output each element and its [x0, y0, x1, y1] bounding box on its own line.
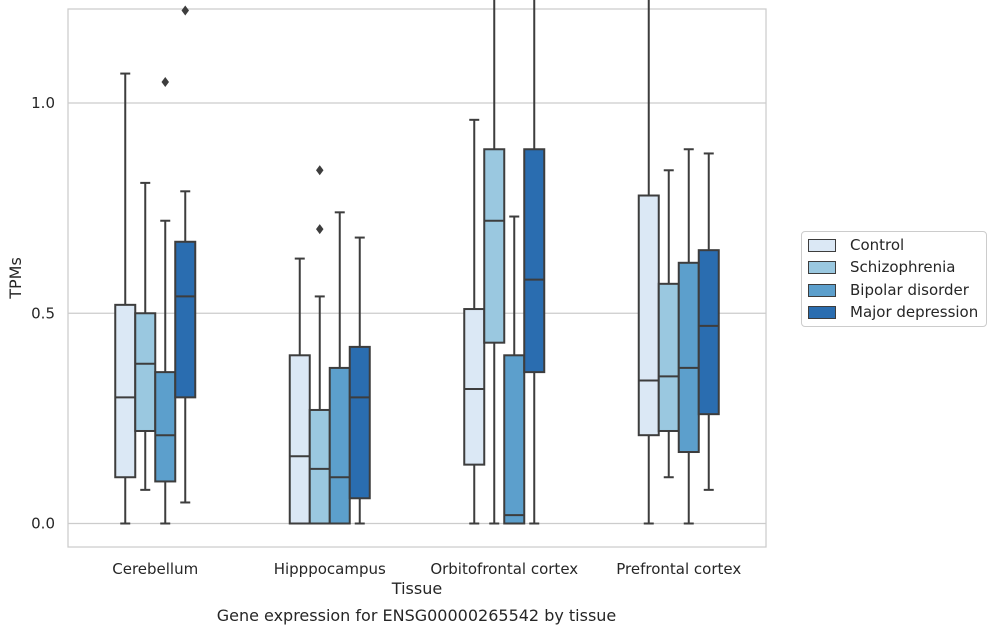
box-schizophrenia-3	[657, 169, 680, 479]
box-bipolar-disorder-2	[503, 215, 526, 525]
legend: Control Schizophrenia Bipolar disorder M…	[801, 231, 987, 327]
box-major-depression-3	[697, 152, 720, 491]
box-control-1	[288, 257, 311, 525]
box-body	[174, 240, 197, 399]
box-schizophrenia-2	[483, 0, 506, 525]
box-control-2	[463, 118, 486, 525]
box-control-3	[637, 0, 660, 525]
box-major-depression-1	[348, 236, 371, 525]
box-body	[697, 249, 720, 416]
box-body	[657, 282, 680, 432]
x-tick-label: Prefrontal cortex	[616, 560, 741, 578]
box-schizophrenia-1	[308, 165, 331, 525]
legend-label-schizophrenia: Schizophrenia	[850, 258, 956, 276]
box-schizophrenia-0	[134, 181, 157, 491]
box-body	[154, 371, 177, 483]
box-body	[308, 408, 331, 525]
box-major-depression-2	[523, 0, 546, 525]
box-bipolar-disorder-1	[328, 211, 351, 525]
box-body	[134, 312, 157, 432]
legend-swatch-control	[808, 238, 836, 252]
legend-swatch-major-depression	[808, 305, 836, 319]
x-tick-label: Cerebellum	[112, 560, 198, 578]
outlier-point	[316, 165, 324, 176]
y-tick-label: 1.0	[31, 94, 55, 112]
y-axis-label: TPMs	[6, 257, 25, 300]
box-body	[348, 345, 371, 500]
legend-item-schizophrenia: Schizophrenia	[808, 257, 955, 277]
boxes	[114, 0, 720, 525]
y-tick-label: 0.0	[31, 515, 55, 533]
x-tick-label: Orbitofrontal cortex	[430, 560, 578, 578]
legend-label-major-depression: Major depression	[850, 303, 979, 321]
box-body	[523, 148, 546, 374]
box-bipolar-disorder-0	[154, 76, 177, 525]
legend-item-major-depression: Major depression	[808, 302, 978, 322]
box-major-depression-0	[174, 5, 197, 504]
box-body	[114, 303, 137, 479]
axes: 0.00.51.01.52.0CerebellumHipppocampusOrb…	[31, 94, 741, 578]
outlier-point	[161, 76, 169, 87]
x-tick-label: Hipppocampus	[274, 560, 386, 578]
box-body	[483, 148, 506, 344]
box-control-0	[114, 72, 137, 525]
box-body	[288, 354, 311, 525]
legend-swatch-schizophrenia	[808, 260, 836, 274]
legend-label-control: Control	[850, 236, 905, 254]
plot-area-frame	[67, 8, 767, 548]
x-axis-label: Tissue	[391, 579, 442, 598]
box-body	[637, 194, 660, 437]
figure-caption: Gene expression for ENSG00000265542 by t…	[216, 606, 617, 625]
legend-item-control: Control	[808, 235, 904, 255]
box-bipolar-disorder-3	[677, 148, 700, 525]
y-tick-label: 0.5	[31, 304, 55, 322]
legend-swatch-bipolar-disorder	[808, 283, 836, 297]
box-body	[677, 261, 700, 454]
legend-item-bipolar-disorder: Bipolar disorder	[808, 280, 969, 300]
outlier-point	[181, 5, 189, 16]
outlier-point	[316, 224, 324, 235]
box-body	[463, 308, 486, 466]
legend-label-bipolar-disorder: Bipolar disorder	[850, 281, 969, 299]
box-body	[328, 366, 351, 525]
box-body	[503, 354, 526, 525]
